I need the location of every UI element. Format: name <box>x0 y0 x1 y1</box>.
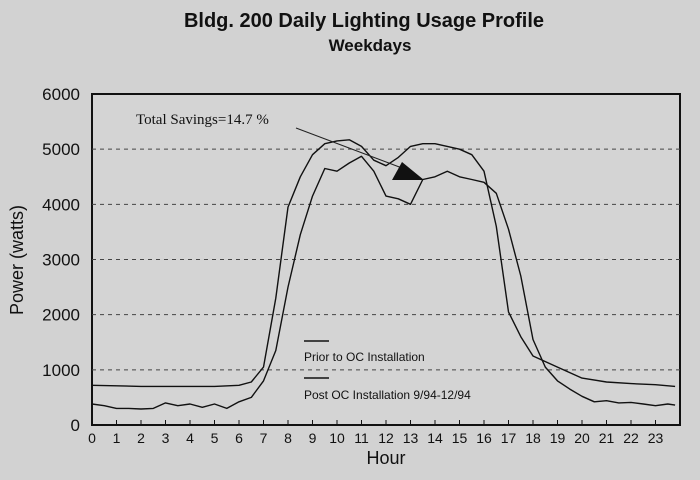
x-tick-label: 16 <box>476 430 492 446</box>
x-tick-label: 6 <box>235 430 243 446</box>
annotation-arrow-head <box>392 162 424 180</box>
x-tick-label: 0 <box>88 430 96 446</box>
y-tick-label: 0 <box>71 416 80 435</box>
x-tick-label: 3 <box>162 430 170 446</box>
y-axis-label: Power (watts) <box>7 205 27 315</box>
annotation-arrow-shaft <box>295 127 403 169</box>
y-tick-label: 2000 <box>42 306 80 325</box>
y-tick-label: 4000 <box>42 195 80 214</box>
series-line-post <box>91 155 676 410</box>
x-tick-label: 9 <box>309 430 317 446</box>
x-tick-label: 18 <box>525 430 541 446</box>
x-axis-label: Hour <box>366 448 405 468</box>
x-tick-label: 4 <box>186 430 194 446</box>
chart-title: Bldg. 200 Daily Lighting Usage Profile <box>184 10 544 32</box>
y-tick-label: 6000 <box>42 85 80 104</box>
x-tick-label: 12 <box>378 430 394 446</box>
y-tick-label: 1000 <box>42 361 80 380</box>
series-line-prior <box>91 139 676 388</box>
x-tick-label: 20 <box>574 430 590 446</box>
y-tick-label: 5000 <box>42 140 80 159</box>
x-tick-label: 23 <box>648 430 664 446</box>
series-lines <box>91 139 676 410</box>
x-tick-label: 17 <box>501 430 517 446</box>
x-tick-label: 2 <box>137 430 145 446</box>
x-tick-label: 10 <box>329 430 345 446</box>
x-tick-label: 14 <box>427 430 443 446</box>
savings-annotation: Total Savings=14.7 % <box>136 112 424 180</box>
x-tick-label: 5 <box>211 430 219 446</box>
x-tick-label: 8 <box>284 430 292 446</box>
chart-subtitle: Weekdays <box>329 36 412 55</box>
x-tick-label: 15 <box>452 430 468 446</box>
gridlines <box>92 148 680 371</box>
legend-label-post: Post OC Installation 9/94-12/94 <box>304 388 471 402</box>
x-tick-label: 7 <box>260 430 268 446</box>
y-tick-label: 3000 <box>42 251 80 270</box>
x-tick-label: 19 <box>550 430 566 446</box>
y-axis-ticks: 0 1000 2000 3000 4000 5000 6000 <box>42 85 80 435</box>
x-tick-label: 22 <box>623 430 639 446</box>
legend-label-prior: Prior to OC Installation <box>304 350 425 364</box>
legend: Prior to OC Installation Post OC Install… <box>304 340 471 402</box>
x-tick-label: 1 <box>113 430 121 446</box>
x-tick-label: 13 <box>403 430 419 446</box>
x-tick-label: 21 <box>599 430 615 446</box>
x-tick-label: 11 <box>354 430 369 446</box>
annotation-text: Total Savings=14.7 % <box>136 112 269 128</box>
x-axis-ticks: 0 1 2 3 4 5 6 7 8 9 10 11 12 13 14 15 16 17 18 19 20 21 22 23 <box>88 420 663 446</box>
